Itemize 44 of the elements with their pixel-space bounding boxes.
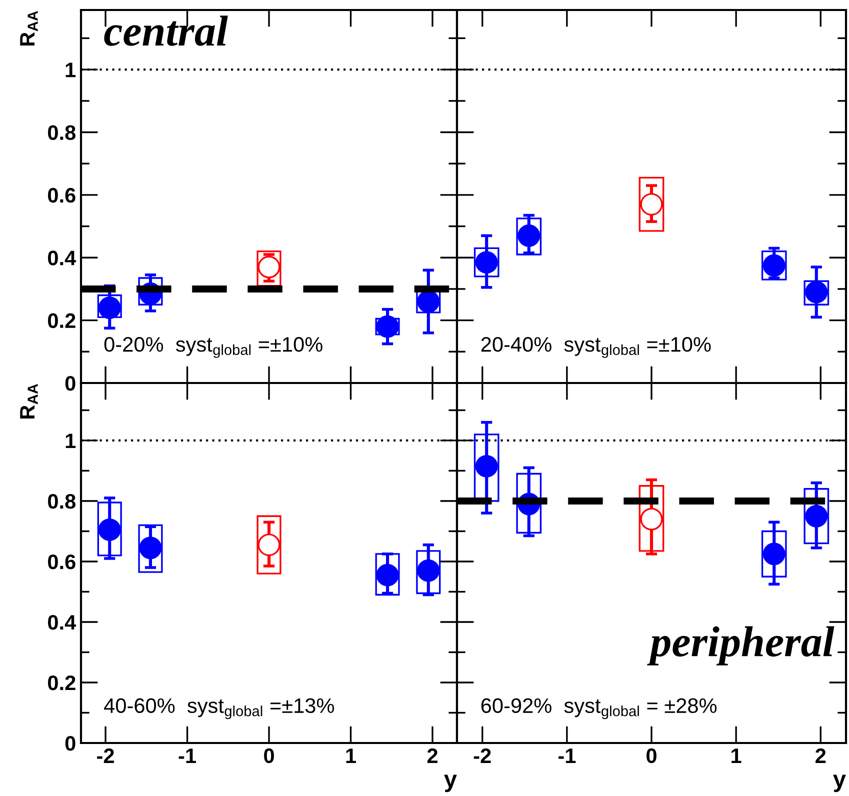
y-axis-title: R$_{AA}$ xyxy=(20,10,38,46)
y-tick-label: 0 xyxy=(65,376,76,391)
y-tick-label: 0 xyxy=(65,736,76,751)
annotation: 60-92% syst$_{global}$ = ±28% xyxy=(481,698,717,720)
bar xyxy=(416,550,441,594)
x-tick-label: 0 xyxy=(646,748,656,764)
x-tick-label: 2 xyxy=(427,748,438,763)
x-tick-label: -2 xyxy=(97,748,114,763)
bar xyxy=(256,250,282,287)
y-tick-label: 0.8 xyxy=(48,494,76,509)
bar xyxy=(804,488,830,544)
annotation: 40-60% syst$_{global}$ =±13% xyxy=(104,698,334,720)
bar xyxy=(138,524,163,573)
y-tick-label: 0.2 xyxy=(48,675,76,690)
y-tick-label: 0.4 xyxy=(48,250,76,266)
bar xyxy=(638,485,664,552)
x-axis-title: y xyxy=(833,774,846,792)
bar xyxy=(138,277,163,306)
y-tick-label: 1 xyxy=(66,434,76,448)
y-tick-label: 0.8 xyxy=(48,125,76,140)
y-axis-title: R$_{AA}$ xyxy=(20,384,38,418)
x-tick-label: -2 xyxy=(474,748,491,763)
x-tick-label: 2 xyxy=(816,748,826,763)
annotation: peripheral xyxy=(647,626,834,666)
y-tick-label: 1 xyxy=(66,62,76,78)
bar xyxy=(516,218,542,256)
x-tick-label: 1 xyxy=(732,748,742,763)
bar xyxy=(516,472,542,534)
x-tick-label: 1 xyxy=(346,748,356,763)
bar xyxy=(638,176,664,232)
x-tick-label: -1 xyxy=(558,748,576,763)
y-tick-label: 0.2 xyxy=(48,313,76,328)
bar xyxy=(97,502,122,556)
bar xyxy=(375,553,400,596)
x-axis-title: y xyxy=(444,774,457,792)
annotation: central xyxy=(104,16,228,46)
y-tick-label: 0.6 xyxy=(48,554,76,570)
y-tick-label: 0.6 xyxy=(48,188,76,203)
y-tick-label: 0.4 xyxy=(48,614,76,630)
annotation: 20-40% syst$_{global}$ =±10% xyxy=(481,337,711,358)
x-tick-label: 0 xyxy=(264,748,274,764)
x-tick-label: -1 xyxy=(178,748,196,763)
bar xyxy=(256,515,282,574)
annotation: 0-20% syst$_{global}$ =±10% xyxy=(104,337,322,358)
